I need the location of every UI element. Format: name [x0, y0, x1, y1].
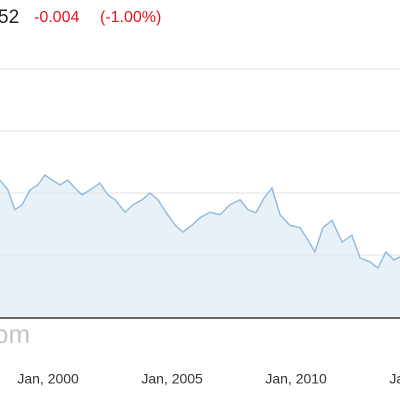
- change: -0.004: [34, 9, 79, 26]
- x-tick-label: Jan, 2005: [141, 371, 203, 387]
- price-line: [0, 174, 400, 270]
- area-fill: [0, 175, 400, 317]
- header-value: 52: [0, 7, 19, 28]
- x-tick-label: Jan, 2010: [265, 371, 327, 387]
- x-tick-label: Jan, 2015: [389, 371, 400, 387]
- change-percent: (-1.00%): [100, 9, 161, 26]
- watermark: om: [0, 319, 30, 349]
- x-tick-label: Jan, 2000: [17, 371, 79, 387]
